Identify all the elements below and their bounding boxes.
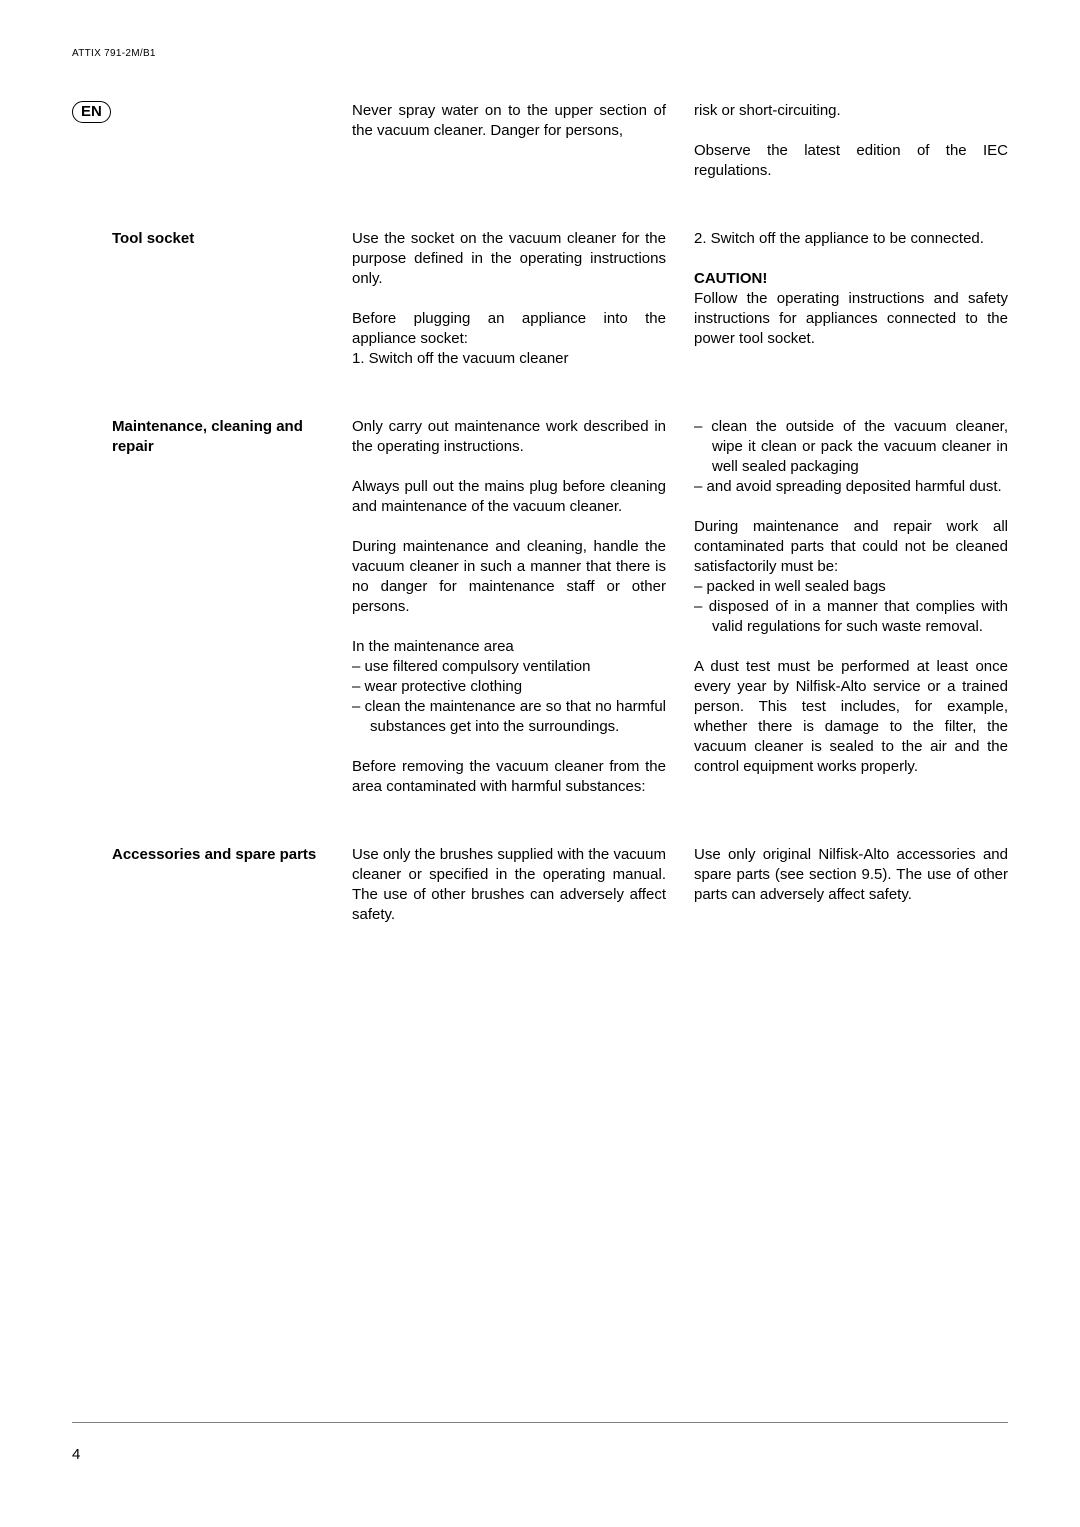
- list-item: wear protective clothing: [352, 677, 666, 697]
- list-item: clean the maintenance are so that no har…: [352, 697, 666, 737]
- footer-divider: [72, 1422, 1008, 1423]
- list-item: clean the outside of the vacuum cleaner,…: [694, 417, 1008, 477]
- paragraph: Observe the latest edition of the IEC re…: [694, 141, 1008, 181]
- numbered-item: 2. Switch off the appliance to be connec…: [694, 229, 1008, 249]
- col-left: Only carry out maintenance work describe…: [352, 417, 666, 797]
- paragraph: Before removing the vacuum cleaner from …: [352, 757, 666, 797]
- col-left: Never spray water on to the upper sectio…: [352, 101, 666, 181]
- page-number: 4: [72, 1446, 80, 1463]
- caution-label: CAUTION!: [694, 270, 767, 287]
- section-accessories: Accessories and spare parts Use only the…: [72, 845, 1008, 925]
- list-item: disposed of in a manner that complies wi…: [694, 597, 1008, 637]
- col-right: clean the outside of the vacuum cleaner,…: [694, 417, 1008, 797]
- section-heading: Tool socket: [112, 229, 328, 249]
- paragraph: Use only original Nilfisk-Alto accessori…: [694, 845, 1008, 905]
- section-tool-socket: Tool socket Use the socket on the vacuum…: [72, 229, 1008, 369]
- content-columns: Use the socket on the vacuum cleaner for…: [352, 229, 1008, 369]
- document-model-header: ATTIX 791-2M/B1: [72, 48, 1008, 59]
- paragraph: During maintenance and cleaning, handle …: [352, 537, 666, 617]
- paragraph: Before plugging an appliance into the ap…: [352, 309, 666, 349]
- list-item: and avoid spreading deposited harmful du…: [694, 477, 1008, 497]
- col-left: Use only the brushes supplied with the v…: [352, 845, 666, 925]
- dash-list: packed in well sealed bags disposed of i…: [694, 577, 1008, 637]
- col-left: Use the socket on the vacuum cleaner for…: [352, 229, 666, 369]
- paragraph: risk or short-circuiting.: [694, 101, 1008, 121]
- col-right: Use only original Nilfisk-Alto accessori…: [694, 845, 1008, 925]
- numbered-item: 1. Switch off the vacuum cleaner: [352, 349, 666, 369]
- content-columns: Use only the brushes supplied with the v…: [352, 845, 1008, 925]
- dash-list: use filtered compulsory ventilation wear…: [352, 657, 666, 737]
- content-columns: Only carry out maintenance work describe…: [352, 417, 1008, 797]
- content-columns: Never spray water on to the upper sectio…: [352, 101, 1008, 181]
- left-col-badge: EN: [72, 101, 352, 181]
- section-intro: EN Never spray water on to the upper sec…: [72, 101, 1008, 181]
- section-heading: Accessories and spare parts: [112, 845, 328, 865]
- paragraph: A dust test must be performed at least o…: [694, 657, 1008, 777]
- paragraph: Use only the brushes supplied with the v…: [352, 845, 666, 925]
- paragraph: Only carry out maintenance work describe…: [352, 417, 666, 457]
- paragraph: Follow the operating instructions and sa…: [694, 289, 1008, 349]
- paragraph: Use the socket on the vacuum cleaner for…: [352, 229, 666, 289]
- paragraph: Always pull out the mains plug before cl…: [352, 477, 666, 517]
- dash-list: clean the outside of the vacuum cleaner,…: [694, 417, 1008, 497]
- section-maintenance: Maintenance, cleaning and repair Only ca…: [72, 417, 1008, 797]
- left-col-heading: Tool socket: [72, 229, 352, 369]
- language-badge: EN: [72, 101, 111, 123]
- paragraph: Never spray water on to the upper sectio…: [352, 101, 666, 141]
- section-heading: Maintenance, cleaning and repair: [112, 417, 328, 457]
- paragraph: In the maintenance area: [352, 637, 666, 657]
- col-right: risk or short-circuiting. Observe the la…: [694, 101, 1008, 181]
- list-item: use filtered compulsory ventilation: [352, 657, 666, 677]
- list-item: packed in well sealed bags: [694, 577, 1008, 597]
- left-col-heading: Accessories and spare parts: [72, 845, 352, 925]
- paragraph: During maintenance and repair work all c…: [694, 517, 1008, 577]
- left-col-heading: Maintenance, cleaning and repair: [72, 417, 352, 797]
- col-right: 2. Switch off the appliance to be connec…: [694, 229, 1008, 369]
